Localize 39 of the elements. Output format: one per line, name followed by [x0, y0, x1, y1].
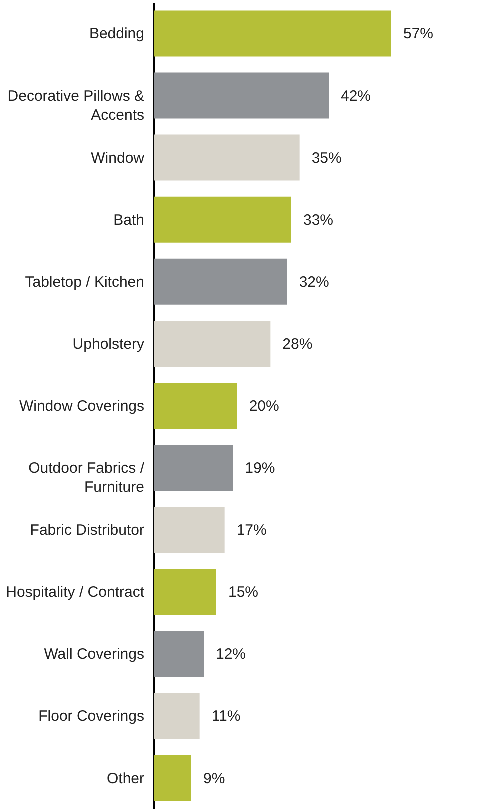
y-tick-label: Decorative Pillows & Accents: [8, 88, 144, 124]
bar: [154, 383, 238, 429]
bar: [154, 10, 392, 57]
data-label: 19%: [245, 460, 276, 478]
data-label: 11%: [212, 708, 241, 726]
y-tick-label: Hospitality / Contract: [6, 584, 146, 602]
bar: [154, 507, 225, 554]
bar: [154, 755, 192, 802]
bar: [154, 445, 234, 492]
bar: [154, 72, 329, 119]
y-tick-label: Bedding: [89, 26, 144, 43]
bar: [154, 196, 292, 243]
data-label: 33%: [304, 212, 334, 229]
data-label: 17%: [236, 522, 267, 540]
bar: [154, 134, 300, 181]
data-label: 20%: [249, 398, 280, 415]
y-tick-label: Floor Coverings: [38, 708, 144, 726]
data-label: 28%: [282, 336, 313, 353]
bar: [154, 320, 271, 367]
y-tick-label: Other: [106, 770, 145, 788]
y-tick-label: Wall Coverings: [44, 646, 144, 664]
bar: [154, 569, 216, 616]
data-label: 57%: [404, 26, 434, 43]
y-tick-label: Outdoor Fabrics / Furniture: [28, 460, 146, 496]
data-label: 12%: [216, 646, 246, 664]
y-tick-label: Bath: [114, 212, 144, 229]
bar: [154, 631, 204, 678]
y-tick-label: Tabletop / Kitchen: [25, 274, 144, 291]
data-label: 42%: [341, 88, 372, 105]
data-label: 9%: [204, 770, 226, 788]
bar: [154, 693, 200, 740]
y-tick-label: Window: [91, 150, 145, 167]
data-label: 35%: [312, 150, 342, 167]
bar: [154, 258, 288, 305]
y-tick-label: Fabric Distributor: [30, 522, 144, 540]
data-label: 32%: [299, 274, 330, 291]
y-tick-label: Window Coverings: [19, 398, 144, 415]
y-tick-label: Upholstery: [72, 336, 145, 353]
data-label: 15%: [228, 584, 259, 602]
